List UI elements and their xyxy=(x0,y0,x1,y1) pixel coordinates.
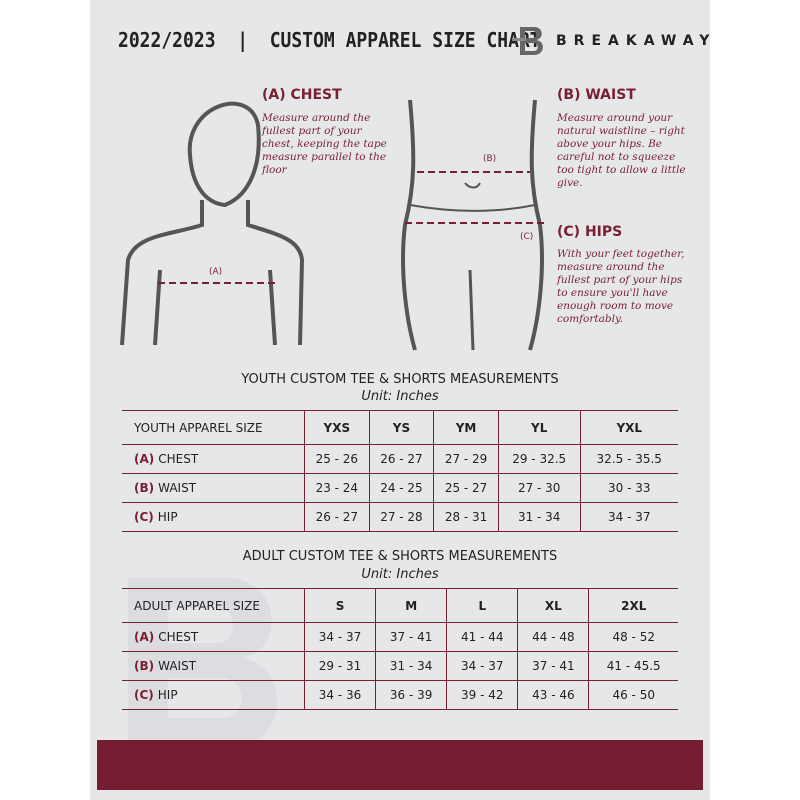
page-title: 2022/2023 | CUSTOM APPAREL SIZE CHART xyxy=(118,28,541,53)
table-row: (A) CHEST 34 - 37 37 - 41 41 - 44 44 - 48 48 -… xyxy=(122,622,678,652)
measure-label: (C) HIP xyxy=(122,502,305,532)
waist-marker: (B) xyxy=(483,154,497,164)
table-cell: 29 - 32.5 xyxy=(497,444,581,474)
measure-label: (B) WAIST xyxy=(122,651,305,681)
youth-unit: Unit: Inches xyxy=(361,389,439,404)
table-cell: 29 - 31 xyxy=(303,651,376,681)
table-cell: 30 - 33 xyxy=(579,473,678,503)
table-cell: 31 - 34 xyxy=(375,651,447,681)
header-cell: ADULT APPAREL SIZE xyxy=(122,588,305,623)
waist-hips-illustration xyxy=(401,99,545,351)
header-cell: YM xyxy=(433,410,499,445)
waist-description: Measure around your natural waistline – … xyxy=(557,112,686,189)
table-cell: 37 - 41 xyxy=(375,622,447,652)
measure-name: HIP xyxy=(157,688,178,702)
measure-name: CHEST xyxy=(158,630,199,644)
waist-heading: (B) WAIST xyxy=(557,87,636,103)
table-cell: 34 - 36 xyxy=(303,680,376,710)
measure-code: (A) xyxy=(134,452,155,466)
measure-label: (A) CHEST xyxy=(122,622,305,652)
measure-label: (B) WAIST xyxy=(122,473,305,503)
table-cell: 27 - 29 xyxy=(433,444,499,474)
header-cell: YS xyxy=(368,410,434,445)
measure-code: (C) xyxy=(134,688,154,702)
table-cell: 24 - 25 xyxy=(368,473,434,503)
chest-marker: (A) xyxy=(209,267,223,277)
table-cell: 48 - 52 xyxy=(588,622,678,652)
measure-name: HIP xyxy=(157,510,178,524)
table-cell: 34 - 37 xyxy=(446,651,518,681)
adult-size-table: ADULT APPAREL SIZE S M L XL 2XL (A) CHEST 34 - 3… xyxy=(122,588,678,710)
measure-code: (B) xyxy=(134,481,155,495)
table-cell: 36 - 39 xyxy=(375,680,447,710)
header-cell: L xyxy=(446,588,518,623)
table-cell: 46 - 50 xyxy=(588,680,678,710)
table-row: (C) HIP 34 - 36 36 - 39 39 - 42 43 - 46 46 - 5… xyxy=(122,680,678,710)
measure-code: (C) xyxy=(134,510,154,524)
brand-name: BREAKAWAY xyxy=(556,33,717,49)
chest-illustration xyxy=(120,101,305,346)
table-row: (B) WAIST 23 - 24 24 - 25 25 - 27 27 - 30 30 -… xyxy=(122,473,678,503)
table-cell: 26 - 27 xyxy=(368,444,434,474)
table-cell: 27 - 30 xyxy=(497,473,581,503)
footer-band xyxy=(97,740,703,790)
table-cell: 28 - 31 xyxy=(433,502,499,532)
header-cell: M xyxy=(375,588,447,623)
measure-code: (A) xyxy=(134,630,155,644)
header-cell: XL xyxy=(517,588,589,623)
table-cell: 41 - 45.5 xyxy=(588,651,678,681)
measure-name: WAIST xyxy=(158,659,197,673)
chest-description: Measure around the fullest part of your … xyxy=(262,112,387,176)
measure-name: WAIST xyxy=(158,481,197,495)
measure-label: (C) HIP xyxy=(122,680,305,710)
table-cell: 37 - 41 xyxy=(517,651,589,681)
header-cell: S xyxy=(303,588,376,623)
table-header-row: YOUTH APPAREL SIZE YXS YS YM YL YXL xyxy=(122,410,678,445)
table-cell: 31 - 34 xyxy=(497,502,581,532)
table-cell: 25 - 27 xyxy=(433,473,499,503)
measure-label: (A) CHEST xyxy=(122,444,305,474)
table-cell: 41 - 44 xyxy=(446,622,518,652)
table-cell: 32.5 - 35.5 xyxy=(579,444,678,474)
header-cell: YXL xyxy=(579,410,678,445)
header-cell: YL xyxy=(497,410,581,445)
adult-unit: Unit: Inches xyxy=(361,567,439,582)
table-cell: 39 - 42 xyxy=(446,680,518,710)
table-row: (B) WAIST 29 - 31 31 - 34 34 - 37 37 - 41 41 -… xyxy=(122,651,678,681)
table-cell: 34 - 37 xyxy=(303,622,376,652)
measure-code: (B) xyxy=(134,659,155,673)
table-cell: 44 - 48 xyxy=(517,622,589,652)
table-row: (C) HIP 26 - 27 27 - 28 28 - 31 31 - 34 34 - 3… xyxy=(122,502,678,532)
table-cell: 27 - 28 xyxy=(368,502,434,532)
adult-title: ADULT CUSTOM TEE & SHORTS MEASUREMENTS xyxy=(242,549,558,564)
header-cell: YOUTH APPAREL SIZE xyxy=(122,410,305,445)
table-cell: 23 - 24 xyxy=(304,473,370,503)
hips-marker: (C) xyxy=(520,232,534,242)
table-cell: 26 - 27 xyxy=(304,502,370,532)
measure-name: CHEST xyxy=(158,452,199,466)
header-cell: 2XL xyxy=(588,588,678,623)
hips-description: With your feet together, measure around … xyxy=(557,248,685,325)
table-cell: 34 - 37 xyxy=(579,502,678,532)
breakaway-logo-icon xyxy=(512,27,543,55)
header-cell: YXS xyxy=(304,410,370,445)
chest-heading: (A) CHEST xyxy=(262,87,342,103)
table-row: (A) CHEST 25 - 26 26 - 27 27 - 29 29 - 32.5 32… xyxy=(122,444,678,474)
youth-size-table: YOUTH APPAREL SIZE YXS YS YM YL YXL (A) CHEST 25… xyxy=(122,410,678,532)
youth-title: YOUTH CUSTOM TEE & SHORTS MEASUREMENTS xyxy=(241,372,559,387)
table-cell: 25 - 26 xyxy=(304,444,370,474)
table-header-row: ADULT APPAREL SIZE S M L XL 2XL xyxy=(122,588,678,623)
table-cell: 43 - 46 xyxy=(517,680,589,710)
hips-heading: (C) HIPS xyxy=(557,224,623,240)
